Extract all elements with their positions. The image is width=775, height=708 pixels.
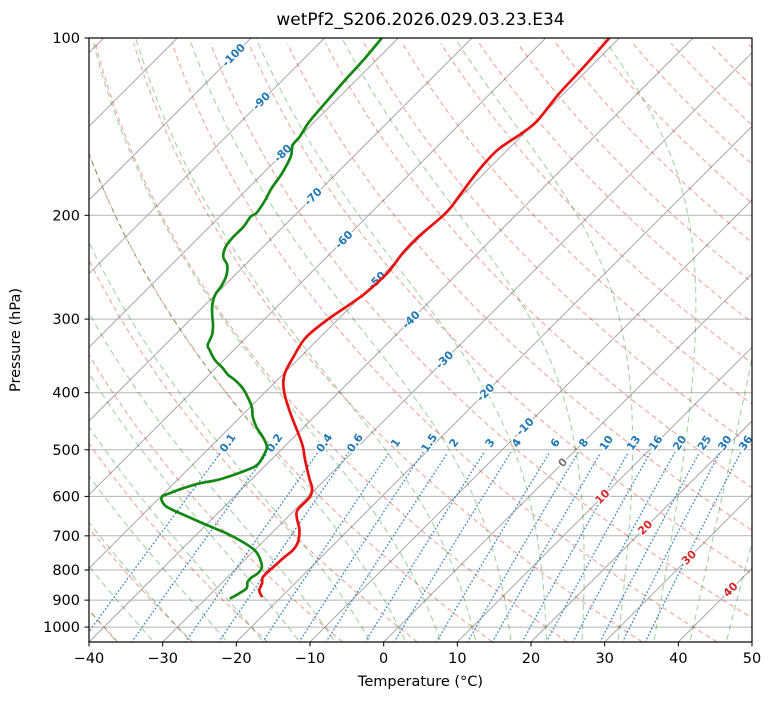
y-tick-label: 900 — [52, 593, 80, 609]
x-tick-label: −30 — [147, 651, 178, 667]
y-tick-label: 800 — [52, 563, 80, 579]
mixing-ratio-label: 1 — [388, 436, 403, 450]
x-tick-label: 30 — [595, 651, 613, 667]
x-axis-ticks: −40 −30 −20 −10 0 10 20 30 40 50 — [74, 642, 761, 667]
mixing-ratio-label: 3 — [483, 436, 498, 450]
dry-adiabat-lines — [89, 42, 752, 642]
chart-title: wetPf2_S206.2026.029.03.23.E34 — [276, 10, 564, 30]
x-tick-label: 20 — [522, 651, 540, 667]
plot-border — [88, 37, 753, 643]
mixing-ratio-label: 1.5 — [418, 431, 440, 454]
dewpoint-curve — [160, 38, 384, 600]
x-tick-label: 0 — [379, 651, 388, 667]
x-tick-label: −10 — [295, 651, 326, 667]
x-tick-label: −20 — [221, 651, 252, 667]
isotherm-lines — [89, 38, 752, 642]
y-tick-label: 600 — [52, 489, 80, 505]
x-tick-label: 40 — [669, 651, 687, 667]
temperature-curve — [257, 38, 612, 598]
sounding-profiles — [160, 38, 612, 600]
pressure-gridlines — [89, 37, 752, 628]
y-tick-label: 200 — [52, 208, 80, 224]
y-tick-label: 300 — [52, 312, 80, 328]
mixing-ratio-label: 0.6 — [344, 431, 366, 455]
x-tick-label: −40 — [74, 651, 105, 667]
mixing-ratio-label: 0.4 — [314, 431, 336, 455]
x-tick-label: 50 — [743, 651, 761, 667]
y-tick-label: 1000 — [43, 620, 80, 636]
mixing-ratio-label: 6 — [548, 436, 563, 450]
moist-adiabat-lines — [89, 38, 752, 641]
y-tick-label: 100 — [52, 31, 80, 47]
y-tick-label: 700 — [52, 529, 80, 545]
y-tick-label: 500 — [52, 443, 80, 459]
x-axis-title: Temperature (°C) — [357, 674, 483, 690]
y-tick-label: 400 — [52, 386, 80, 402]
y-axis-title: Pressure (hPa) — [8, 288, 24, 392]
y-axis-ticks: 100 200 300 400 500 600 700 800 900 1000 — [43, 31, 89, 636]
mixing-ratio-label: 0.1 — [217, 431, 239, 454]
x-tick-label: 10 — [448, 651, 466, 667]
mixing-ratio-lines — [89, 452, 742, 642]
